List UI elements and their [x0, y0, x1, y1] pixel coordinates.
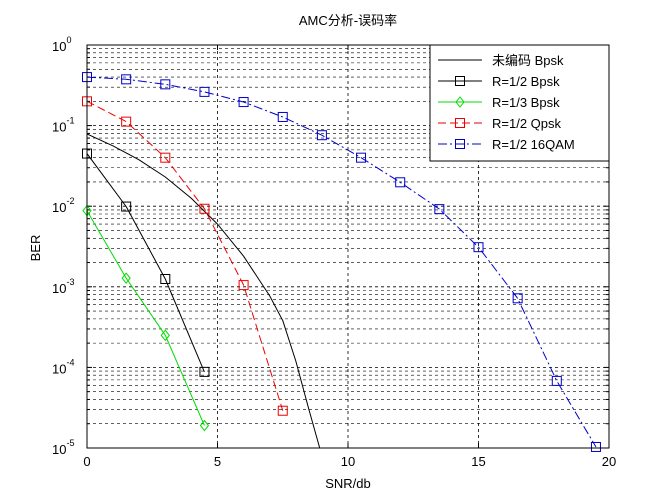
- data-point: [199, 419, 210, 432]
- data-point: [160, 329, 170, 342]
- data-point: [316, 130, 327, 141]
- y-tick-exponent: -3: [66, 277, 74, 287]
- series-line: [87, 133, 321, 448]
- legend-box: [429, 44, 610, 162]
- legend-item: 未编码 Bpsk: [438, 53, 564, 68]
- x-tick-label: 5: [214, 454, 221, 469]
- data-point: [160, 152, 171, 163]
- legend-label: R=1/3 Bpsk: [492, 95, 560, 110]
- legend-item: R=1/2 16QAM: [438, 137, 575, 152]
- legend-label: R=1/2 Qpsk: [492, 116, 562, 131]
- axes-box: [86, 44, 610, 449]
- y-tick-base: 10: [52, 281, 66, 296]
- data-point: [395, 177, 406, 188]
- y-tick-label: 10-2: [52, 196, 74, 215]
- y-tick-base: 10: [52, 120, 66, 135]
- legend-label: R=1/2 Bpsk: [492, 74, 560, 89]
- y-tick-exponent: -1: [66, 116, 74, 126]
- data-point: [199, 86, 210, 97]
- series-line: [87, 76, 597, 448]
- chart-title: AMC分析-误码率: [299, 13, 397, 28]
- data-point: [455, 139, 465, 149]
- series-line: [87, 153, 205, 373]
- data-point: [590, 441, 601, 452]
- y-tick-base: 10: [52, 442, 66, 457]
- legend-item: R=1/2 Qpsk: [438, 116, 562, 131]
- data-point: [455, 76, 465, 86]
- data-point: [277, 405, 288, 416]
- x-axis-label: SNR/db: [325, 476, 371, 491]
- series-1: [87, 133, 321, 448]
- data-point: [356, 152, 367, 163]
- y-tick-label: 10-4: [52, 357, 74, 376]
- legend: 未编码 Bpsk R=1/2 Bpsk R=1/3 Bpsk R=1/2 Qpsk R=…: [429, 44, 610, 162]
- x-tick-label: 10: [341, 454, 355, 469]
- data-point: [238, 97, 249, 108]
- data-point: [121, 116, 132, 127]
- y-tick-exponent: -4: [66, 357, 74, 367]
- series-line: [87, 210, 205, 426]
- y-tick-label: 10-5: [52, 438, 74, 457]
- data-point: [455, 118, 465, 128]
- data-point: [455, 96, 465, 108]
- data-point: [199, 366, 210, 377]
- data-point: [238, 280, 249, 291]
- data-point: [434, 204, 445, 215]
- data-point: [551, 375, 562, 386]
- y-axis-label: BER: [28, 235, 43, 262]
- x-tick-label: 0: [83, 454, 90, 469]
- x-tick-label: 15: [471, 454, 485, 469]
- data-point: [512, 293, 523, 304]
- y-tick-label: 10-3: [52, 277, 74, 296]
- legend-item: R=1/3 Bpsk: [438, 95, 560, 110]
- data-point: [121, 74, 132, 85]
- legend-label: R=1/2 16QAM: [492, 137, 575, 152]
- y-tick-label: 10-1: [52, 116, 74, 135]
- data-point: [121, 272, 131, 284]
- series-4: [82, 96, 288, 416]
- data-point: [473, 242, 484, 253]
- x-tick-label: 20: [602, 454, 616, 469]
- y-tick-label: 100: [52, 35, 71, 54]
- series-line: [87, 100, 284, 411]
- y-tick-exponent: 0: [66, 35, 71, 45]
- data-point: [199, 203, 210, 214]
- legend-item: R=1/2 Bpsk: [438, 74, 560, 89]
- y-tick-base: 10: [52, 200, 66, 215]
- data-point: [121, 201, 132, 212]
- data-point: [277, 111, 288, 122]
- legend-label: 未编码 Bpsk: [492, 53, 564, 68]
- series-layer: [82, 72, 601, 452]
- data-point: [160, 79, 171, 90]
- y-tick-base: 10: [52, 361, 66, 376]
- y-tick-exponent: -5: [66, 438, 74, 448]
- y-tick-exponent: -2: [66, 196, 74, 206]
- data-point: [160, 273, 171, 284]
- y-tick-base: 10: [52, 39, 66, 54]
